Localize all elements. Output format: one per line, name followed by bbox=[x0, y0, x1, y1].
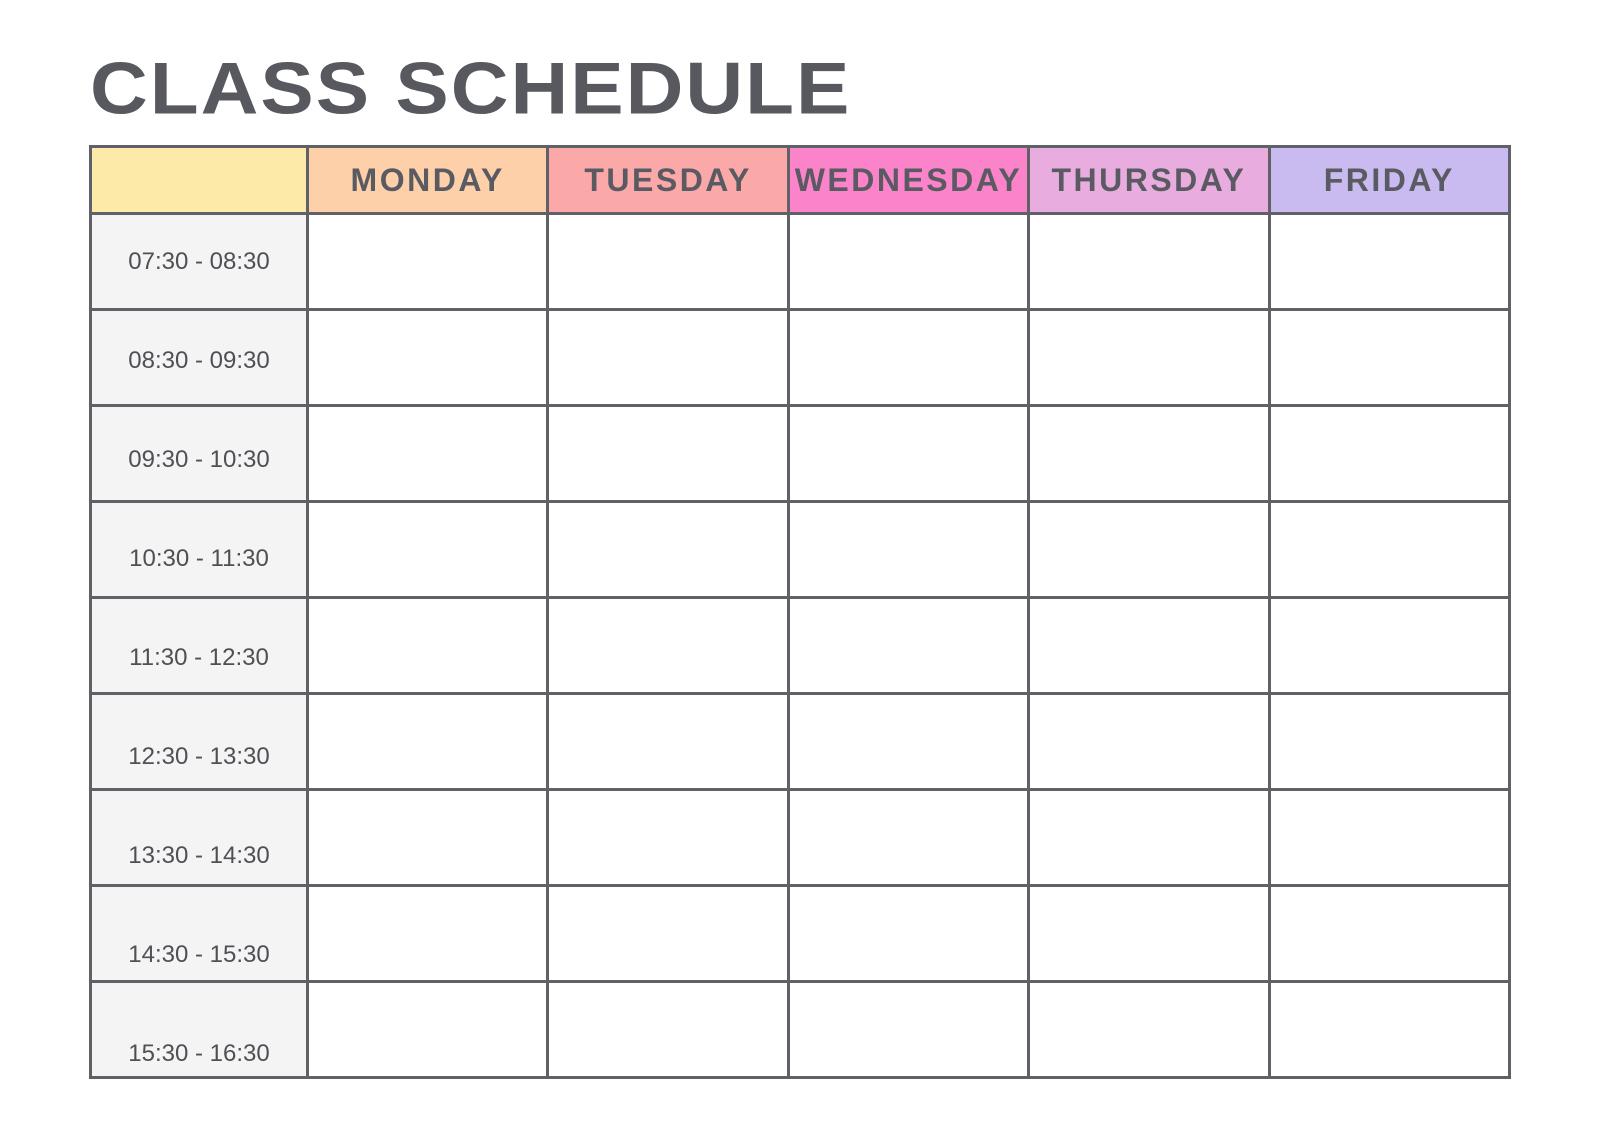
schedule-cell-monday[interactable] bbox=[305, 884, 550, 983]
day-header-monday: MONDAY bbox=[305, 145, 550, 215]
schedule-cell-friday[interactable] bbox=[1267, 212, 1512, 311]
time-slot-cell: 15:30 - 16:30 bbox=[89, 980, 309, 1079]
schedule-cell-friday[interactable] bbox=[1267, 500, 1512, 599]
schedule-cell-wednesday[interactable] bbox=[786, 692, 1031, 791]
schedule-cell-monday[interactable] bbox=[305, 308, 550, 407]
time-slot-label: 08:30 - 09:30 bbox=[128, 347, 270, 374]
schedule-cell-tuesday[interactable] bbox=[546, 980, 790, 1079]
day-header-tuesday: TUESDAY bbox=[546, 145, 790, 215]
schedule-cell-tuesday[interactable] bbox=[546, 500, 790, 599]
schedule-cell-thursday[interactable] bbox=[1027, 404, 1271, 503]
schedule-cell-tuesday[interactable] bbox=[546, 596, 790, 695]
schedule-cell-friday[interactable] bbox=[1267, 308, 1512, 407]
table-row: 09:30 - 10:30 bbox=[89, 404, 1512, 503]
schedule-cell-thursday[interactable] bbox=[1027, 212, 1271, 311]
schedule-cell-wednesday[interactable] bbox=[786, 500, 1031, 599]
time-slot-label: 12:30 - 13:30 bbox=[128, 743, 270, 770]
time-slot-cell: 14:30 - 15:30 bbox=[89, 884, 309, 983]
time-slot-cell: 11:30 - 12:30 bbox=[89, 596, 309, 695]
schedule-cell-monday[interactable] bbox=[305, 788, 550, 887]
schedule-cell-tuesday[interactable] bbox=[546, 308, 790, 407]
header-row: MONDAY TUESDAY WEDNESDAY THURSDAY FRIDAY bbox=[89, 145, 1512, 215]
time-slot-cell: 08:30 - 09:30 bbox=[89, 308, 309, 407]
table-row: 10:30 - 11:30 bbox=[89, 500, 1512, 599]
schedule-cell-tuesday[interactable] bbox=[546, 404, 790, 503]
schedule-cell-wednesday[interactable] bbox=[786, 788, 1031, 887]
schedule-cell-friday[interactable] bbox=[1267, 788, 1512, 887]
table-row: 07:30 - 08:30 bbox=[89, 212, 1512, 311]
schedule-cell-friday[interactable] bbox=[1267, 980, 1512, 1079]
schedule-cell-tuesday[interactable] bbox=[546, 692, 790, 791]
schedule-cell-monday[interactable] bbox=[305, 500, 550, 599]
schedule-table: MONDAY TUESDAY WEDNESDAY THURSDAY FRIDAY 07:… bbox=[89, 145, 1512, 1079]
page-title: CLASS SCHEDULE bbox=[90, 47, 852, 130]
schedule-cell-wednesday[interactable] bbox=[786, 884, 1031, 983]
schedule-cell-monday[interactable] bbox=[305, 404, 550, 503]
corner-cell bbox=[89, 145, 309, 215]
schedule-cell-wednesday[interactable] bbox=[786, 212, 1031, 311]
schedule-cell-thursday[interactable] bbox=[1027, 596, 1271, 695]
time-slot-label: 09:30 - 10:30 bbox=[128, 446, 270, 473]
schedule-cell-monday[interactable] bbox=[305, 212, 550, 311]
schedule-cell-wednesday[interactable] bbox=[786, 308, 1031, 407]
schedule-cell-wednesday[interactable] bbox=[786, 980, 1031, 1079]
schedule-cell-wednesday[interactable] bbox=[786, 596, 1031, 695]
schedule-cell-friday[interactable] bbox=[1267, 884, 1512, 983]
schedule-cell-tuesday[interactable] bbox=[546, 212, 790, 311]
schedule-cell-monday[interactable] bbox=[305, 596, 550, 695]
time-slot-cell: 07:30 - 08:30 bbox=[89, 212, 309, 311]
time-slot-cell: 13:30 - 14:30 bbox=[89, 788, 309, 887]
table-row: 15:30 - 16:30 bbox=[89, 980, 1512, 1079]
time-slot-cell: 10:30 - 11:30 bbox=[89, 500, 309, 599]
schedule-cell-monday[interactable] bbox=[305, 692, 550, 791]
schedule-cell-thursday[interactable] bbox=[1027, 308, 1271, 407]
schedule-cell-thursday[interactable] bbox=[1027, 980, 1271, 1079]
time-slot-label: 15:30 - 16:30 bbox=[128, 1040, 270, 1067]
schedule-cell-friday[interactable] bbox=[1267, 692, 1512, 791]
schedule-cell-friday[interactable] bbox=[1267, 404, 1512, 503]
schedule-cell-thursday[interactable] bbox=[1027, 500, 1271, 599]
time-slot-label: 14:30 - 15:30 bbox=[128, 941, 270, 968]
table-row: 13:30 - 14:30 bbox=[89, 788, 1512, 887]
table-row: 14:30 - 15:30 bbox=[89, 884, 1512, 983]
time-slot-cell: 09:30 - 10:30 bbox=[89, 404, 309, 503]
schedule-cell-tuesday[interactable] bbox=[546, 884, 790, 983]
time-slot-label: 13:30 - 14:30 bbox=[128, 842, 270, 869]
time-slot-label: 07:30 - 08:30 bbox=[128, 248, 270, 275]
table-row: 08:30 - 09:30 bbox=[89, 308, 1512, 407]
schedule-cell-tuesday[interactable] bbox=[546, 788, 790, 887]
schedule-cell-thursday[interactable] bbox=[1027, 692, 1271, 791]
day-header-friday: FRIDAY bbox=[1267, 145, 1512, 215]
schedule-cell-thursday[interactable] bbox=[1027, 788, 1271, 887]
time-slot-cell: 12:30 - 13:30 bbox=[89, 692, 309, 791]
table-row: 11:30 - 12:30 bbox=[89, 596, 1512, 695]
schedule-cell-wednesday[interactable] bbox=[786, 404, 1031, 503]
table-row: 12:30 - 13:30 bbox=[89, 692, 1512, 791]
day-header-thursday: THURSDAY bbox=[1027, 145, 1271, 215]
schedule-cell-thursday[interactable] bbox=[1027, 884, 1271, 983]
day-header-wednesday: WEDNESDAY bbox=[786, 145, 1031, 215]
schedule-cell-monday[interactable] bbox=[305, 980, 550, 1079]
time-slot-label: 11:30 - 12:30 bbox=[129, 644, 269, 671]
time-slot-label: 10:30 - 11:30 bbox=[129, 545, 269, 572]
schedule-cell-friday[interactable] bbox=[1267, 596, 1512, 695]
